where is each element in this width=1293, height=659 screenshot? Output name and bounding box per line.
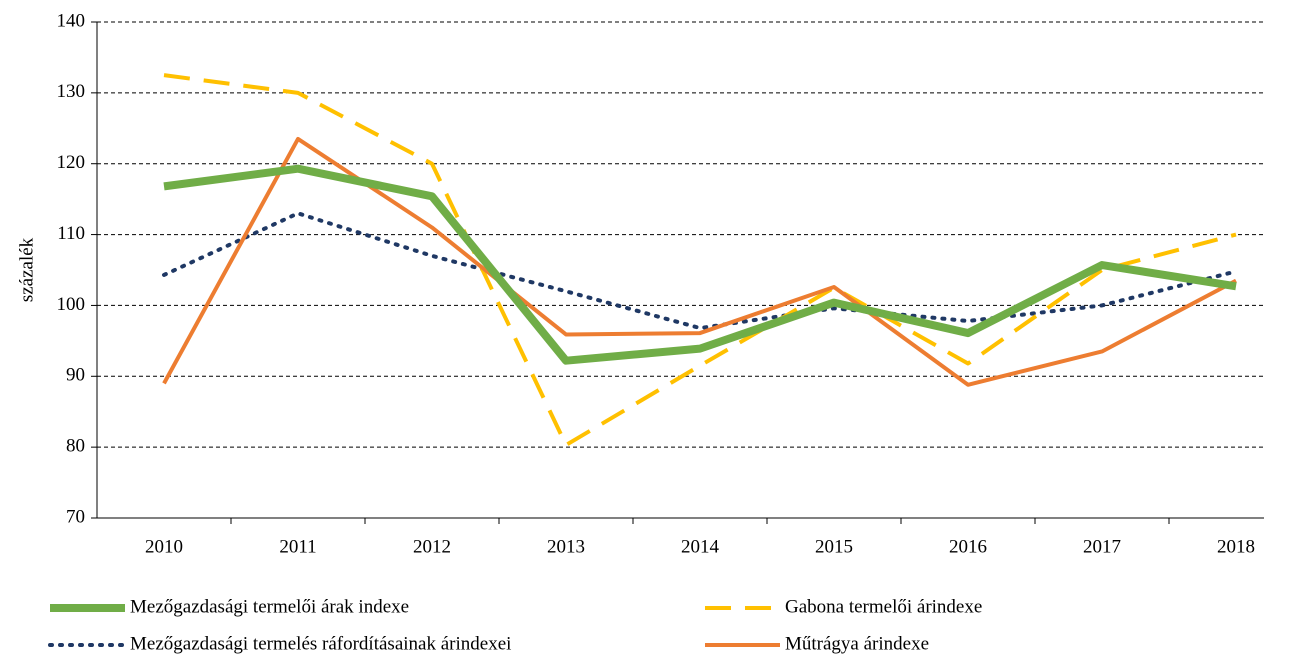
x-tick-label: 2016 xyxy=(949,536,987,557)
y-tick-label: 110 xyxy=(57,223,85,244)
y-tick-label: 70 xyxy=(66,506,85,527)
y-tick-label: 130 xyxy=(57,81,86,102)
x-tick-label: 2014 xyxy=(681,536,720,557)
x-tick-label: 2012 xyxy=(413,536,451,557)
series-line xyxy=(163,73,1237,448)
x-tick-label: 2010 xyxy=(145,536,183,557)
legend-label: Mezőgazdasági termelői árak indexe xyxy=(130,596,409,617)
legend-label: Gabona termelői árindexe xyxy=(785,596,982,617)
series-line xyxy=(163,164,1237,365)
y-tick-label: 100 xyxy=(57,294,86,315)
x-tick-label: 2011 xyxy=(279,536,316,557)
x-tick-label: 2013 xyxy=(547,536,585,557)
y-tick-label: 120 xyxy=(57,152,86,173)
x-tick-label: 2017 xyxy=(1083,536,1121,557)
y-tick-label: 90 xyxy=(66,365,85,386)
series-line xyxy=(162,211,1238,331)
y-tick-label: 140 xyxy=(57,10,86,31)
x-tick-label: 2015 xyxy=(815,536,853,557)
x-tick-label: 2018 xyxy=(1217,536,1255,557)
legend-label: Mezőgazdasági termelés ráfordításainak á… xyxy=(130,633,511,654)
series-line xyxy=(162,136,1237,387)
legend-label: Műtrágya árindexe xyxy=(785,633,929,654)
y-axis-label: százalék xyxy=(16,237,37,302)
y-tick-label: 80 xyxy=(66,436,85,457)
